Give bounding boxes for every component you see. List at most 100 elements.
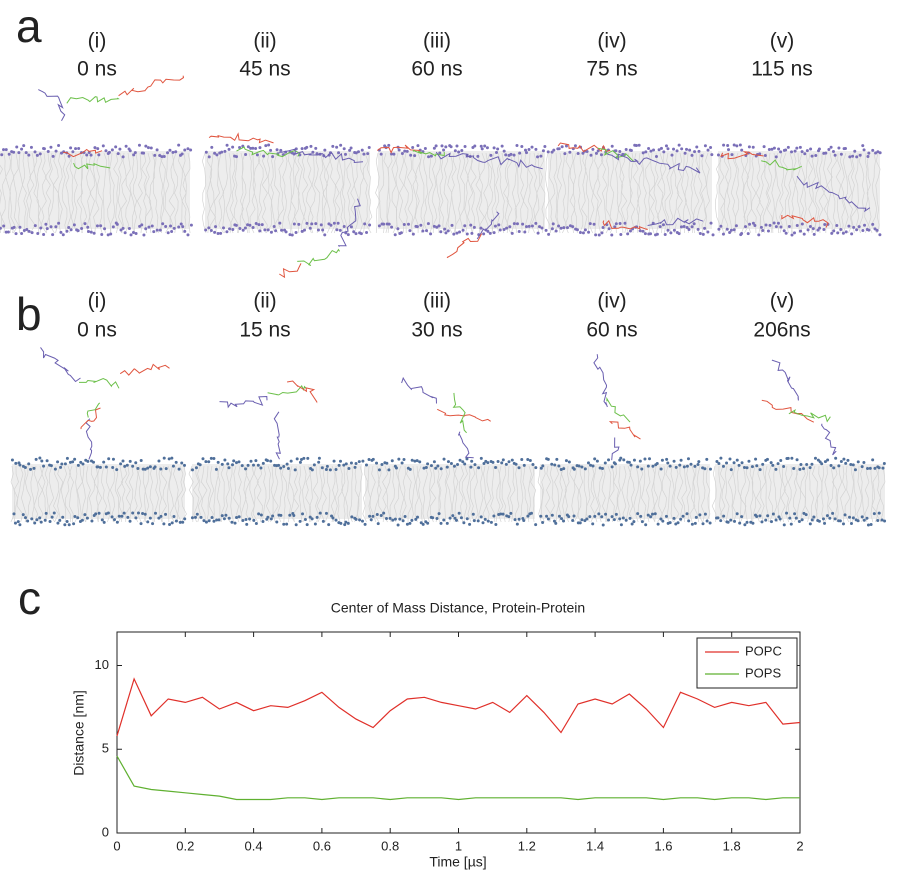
lipid-head — [788, 516, 792, 520]
lipid-tail — [53, 465, 60, 523]
peptide — [606, 396, 631, 423]
lipid-head — [651, 464, 655, 468]
lipid-head — [751, 221, 755, 225]
lipid-head — [39, 226, 43, 230]
lipid-head — [685, 226, 689, 230]
lipid-head — [553, 463, 557, 467]
lipid-tail — [120, 152, 127, 234]
lipid-tail — [423, 152, 429, 234]
lipid-head — [544, 228, 548, 232]
lipid-head — [131, 230, 135, 234]
lipid-head — [23, 516, 27, 520]
lipid-head — [409, 153, 413, 157]
lipid-head — [522, 518, 526, 522]
peptide — [796, 175, 871, 213]
lipid-head — [725, 227, 729, 231]
lipid-tail — [518, 465, 524, 523]
lipid-head — [459, 516, 463, 520]
peptide — [278, 148, 364, 164]
lipid-head — [51, 233, 55, 237]
lipid-tail — [125, 465, 132, 523]
lipid-head — [298, 460, 302, 464]
lipid-tail — [13, 465, 19, 523]
lipid-head — [39, 520, 43, 524]
lipid-head — [499, 512, 503, 516]
lipid-head — [599, 153, 603, 157]
lipid-head — [463, 224, 467, 228]
lipid-head — [758, 514, 762, 518]
lipid-head — [255, 153, 259, 157]
lipid-head — [419, 521, 423, 525]
lipid-head — [572, 514, 576, 518]
lipid-tail — [246, 152, 253, 234]
lipid-head — [258, 146, 262, 150]
lipid-head — [641, 229, 645, 233]
lipid-head — [429, 154, 433, 158]
lipid-head — [204, 150, 208, 154]
lipid-head — [868, 466, 872, 470]
lipid-tail — [68, 465, 74, 523]
lipid-head — [664, 514, 668, 518]
lipid-head — [607, 458, 611, 462]
lipid-head — [60, 462, 64, 466]
lipid-head — [636, 512, 640, 516]
lipid-tail — [266, 152, 273, 234]
lipid-head — [204, 520, 208, 524]
lipid-head — [195, 512, 199, 516]
lipid-head — [597, 512, 601, 516]
lipid-head — [209, 228, 213, 232]
lipid-head — [575, 228, 579, 232]
lipid-head — [52, 511, 56, 515]
lipid-head — [199, 515, 203, 519]
lipid-head — [442, 148, 446, 152]
lipid-head — [541, 149, 545, 153]
lipid-head — [153, 465, 157, 469]
lipid-head — [432, 460, 436, 464]
lipid-tail — [558, 465, 563, 523]
lipid-head — [244, 153, 248, 157]
lipid-head — [539, 466, 543, 470]
lipid-head — [482, 462, 486, 466]
lipid-head — [559, 468, 563, 472]
lipid-head — [18, 523, 22, 527]
lipid-tail — [787, 152, 793, 234]
lipid-head — [800, 222, 804, 226]
lipid-head — [806, 228, 810, 232]
lipid-tail — [711, 465, 717, 523]
lipid-head — [618, 150, 622, 154]
lipid-head — [623, 221, 627, 225]
lipid-head — [653, 512, 657, 516]
lipid-head — [162, 522, 166, 526]
lipid-tail — [29, 152, 36, 234]
lipid-head — [284, 230, 288, 234]
lipid-head — [498, 228, 502, 232]
lipid-head — [127, 227, 131, 231]
lipid-tail — [564, 465, 570, 523]
lipid-head — [867, 151, 871, 155]
peptide — [273, 411, 281, 460]
lipid-tail — [632, 152, 640, 234]
lipid-tail — [451, 152, 457, 234]
lipid-head — [220, 150, 224, 154]
lipid-head — [87, 230, 91, 234]
lipid-head — [121, 226, 125, 230]
lipid-head — [578, 231, 582, 235]
lipid-head — [737, 463, 741, 467]
lipid-head — [158, 228, 162, 232]
lipid-head — [786, 145, 790, 149]
lipid-head — [137, 143, 141, 147]
lipid-tail — [164, 152, 171, 234]
lipid-head — [104, 465, 108, 469]
lipid-tail — [168, 152, 176, 234]
lipid-head — [463, 144, 467, 148]
lipid-head — [757, 233, 761, 237]
lipid-tail — [467, 152, 474, 234]
lipid-head — [744, 225, 748, 229]
lipid-head — [198, 463, 202, 467]
lipid-head — [314, 222, 318, 226]
lipid-tail — [85, 465, 91, 523]
lipid-head — [251, 226, 255, 230]
lipid-head — [708, 467, 712, 471]
lipid-head — [142, 233, 146, 237]
lipid-head — [6, 230, 10, 234]
